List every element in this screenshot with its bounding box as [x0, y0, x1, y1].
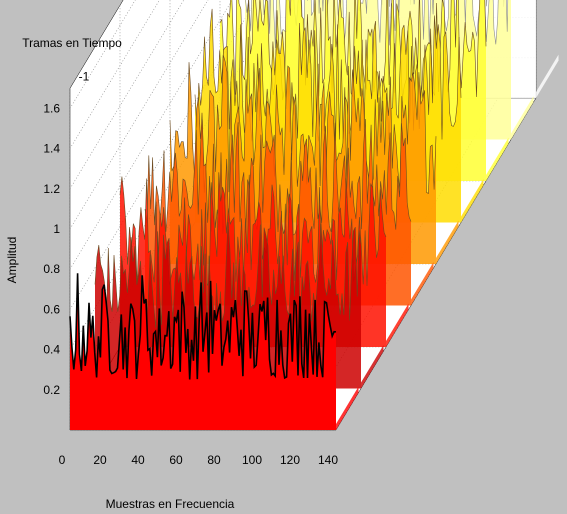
y-axis-label: Amplitud: [5, 237, 19, 284]
x-tick-label: 80: [207, 453, 221, 467]
grid-line: [69, 0, 233, 270]
y-tick-label: 1.4: [43, 142, 60, 156]
frame-line: [144, 112, 412, 236]
frame-edge: [361, 345, 384, 389]
frame-edge: [511, 96, 534, 140]
grid-line: [69, 0, 160, 149]
frame-edge: [486, 137, 509, 181]
grid-line: [69, 0, 209, 230]
frame-edge: [536, 54, 559, 98]
y-tick-label: 1.6: [43, 101, 60, 115]
x-axis-label: Muestras en Frecuencia: [106, 497, 235, 511]
z-axis-label: Tramas en Tiempo: [22, 36, 122, 50]
x-tick-label: 0: [59, 453, 66, 467]
grid-line: [69, 0, 185, 189]
grid-line: [69, 0, 257, 310]
y-tick-label: 0.6: [43, 302, 60, 316]
frame-area: [70, 273, 336, 430]
frame-line: [69, 273, 337, 380]
x-tick-label: 120: [280, 453, 300, 467]
frame-line: [119, 172, 387, 287]
y-tick-label: 1.2: [43, 182, 60, 196]
x-tick-label: 40: [131, 453, 145, 467]
frame-line: [94, 222, 362, 329]
y-tick-label: 0.4: [43, 343, 60, 357]
y-tick-label: 0.2: [43, 383, 60, 397]
x-tick-label: 140: [318, 453, 338, 467]
x-tick-label: 100: [242, 453, 262, 467]
z-tick-label: -1: [79, 69, 90, 83]
series-group: [69, 0, 559, 430]
frame-edge: [436, 220, 459, 264]
frame-edge: [411, 262, 434, 306]
frame-edge: [336, 386, 359, 430]
frame-line: [194, 8, 462, 142]
y-tick-label: 0.8: [43, 262, 60, 276]
x-tick-label: 60: [169, 453, 183, 467]
x-tick-label: 20: [93, 453, 107, 467]
frame-edge: [461, 179, 484, 223]
frame-line: [169, 54, 437, 194]
frame-edge: [386, 303, 409, 347]
frame-line: [245, 0, 509, 48]
tick-labels: 0.2 0.4 0.6 0.8 1 1.2 1.4 1.6 0 20 40 60 80 100 120 140…: [43, 0, 338, 467]
y-tick-label: 1: [53, 222, 60, 236]
